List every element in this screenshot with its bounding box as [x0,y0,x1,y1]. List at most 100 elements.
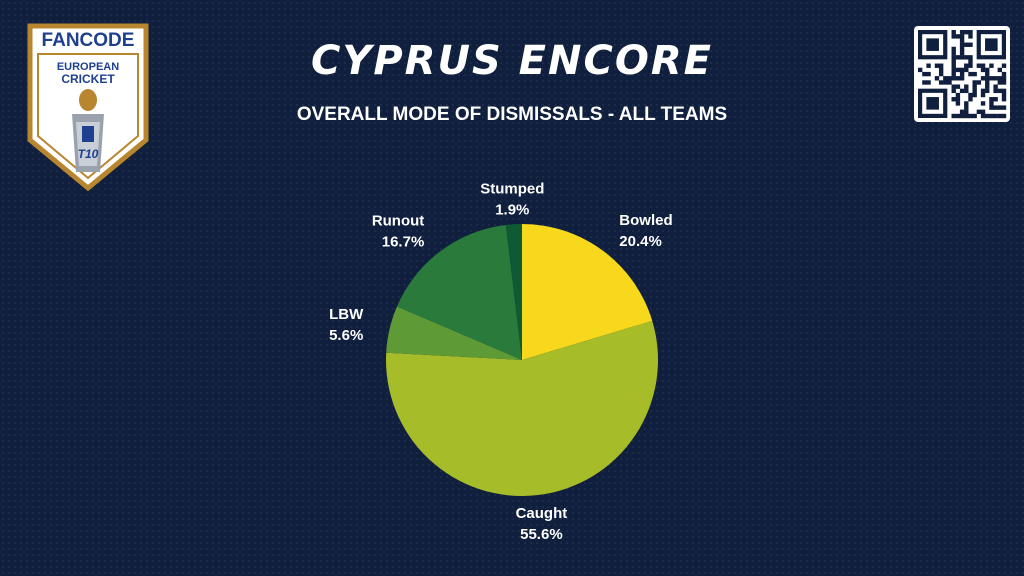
qr-module [951,113,956,119]
qr-module [989,63,994,68]
qr-module [955,76,961,81]
qr-module [980,109,986,115]
logo-line1-text: EUROPEAN [57,61,119,73]
qr-module [985,84,990,89]
qr-module [972,88,977,94]
slice-value-stumped: 1.9% [495,201,529,218]
qr-module [972,92,977,98]
qr-module [968,71,973,77]
qr-module [980,101,986,106]
qr-module [972,80,977,85]
qr-module [985,113,990,119]
qr-module [968,42,973,47]
qr-module [951,55,956,60]
qr-module [993,97,998,102]
pie-slice-bowled [522,224,653,360]
qr-module [951,63,956,68]
qr-module [968,63,973,68]
qr-module [926,38,939,51]
qr-module [959,88,965,94]
qr-module [1001,63,1007,68]
logo-badge-text: T10 [78,147,99,161]
qr-module [926,80,931,85]
slice-label-bowled: Bowled [619,212,672,229]
qr-module [968,97,973,102]
fancode-european-cricket-logo: FANCODE EUROPEAN CRICKET T10 [27,23,149,192]
qr-module [989,113,994,119]
qr-module [997,67,1003,73]
qr-module [951,34,956,39]
qr-module [922,80,927,85]
qr-module [993,113,998,119]
qr-module [964,105,969,110]
qr-module [980,92,986,98]
qr-module [985,80,990,85]
qr-module [951,84,956,89]
qr-module [972,71,977,77]
qr-module [951,59,956,64]
qr-module [955,84,961,89]
qr-module [976,109,982,115]
qr-module [955,67,961,73]
qr-module [985,76,990,81]
pie-slice-caught [385,320,658,496]
qr-module [1001,71,1007,77]
qr-module [985,38,998,51]
qr-module [968,113,973,119]
slice-value-runout: 16.7% [382,234,425,251]
pie-slice-stumped [505,224,522,360]
qr-module [1001,76,1007,81]
qr-module [959,55,965,60]
qr-module [1001,105,1007,110]
qr-module [997,105,1003,110]
qr-module [997,88,1003,94]
logo-brand-text: FANCODE [42,30,135,51]
qr-module [964,109,969,115]
qr-module [926,63,931,68]
qr-module [938,71,944,77]
qr-module [959,71,965,77]
qr-module [955,113,961,119]
qr-module [1001,88,1007,94]
qr-module [943,76,948,81]
qr-module [980,76,986,81]
qr-module [938,63,944,68]
slice-value-caught: 55.6% [520,526,563,543]
qr-module [1001,80,1007,85]
qr-module [968,30,973,35]
qr-module [985,71,990,77]
qr-module [972,113,977,119]
qr-module [943,80,948,85]
qr-module [968,34,973,39]
pie-slice-runout [396,224,522,360]
qr-module [964,30,969,35]
qr-module [951,50,956,56]
chart-subtitle: OVERALL MODE OF DISMISSALS - ALL TEAMS [296,104,728,125]
qr-module [922,71,927,77]
slice-label-lbw: LBW [329,306,364,323]
qr-module [997,80,1003,85]
qr-module [997,76,1003,81]
page-title: CYPRUS ENCORE [311,38,713,84]
slice-label-caught: Caught [516,505,568,522]
qr-module [989,105,994,110]
qr-module [959,42,965,47]
qr-module [976,80,982,85]
qr-module [959,109,965,115]
qr-code-icon [914,26,1010,122]
qr-module [951,71,956,77]
qr-module [989,76,994,81]
qr-module [985,67,990,73]
qr-module [985,88,990,94]
qr-module [972,84,977,89]
qr-module [993,76,998,81]
qr-module [964,88,969,94]
qr-module [964,84,969,89]
qr-module [955,34,961,39]
qr-module [968,59,973,64]
qr-module [959,50,965,56]
qr-module [951,46,956,52]
qr-module [976,63,982,68]
slice-label-stumped: Stumped [480,180,544,197]
qr-module [980,67,986,73]
